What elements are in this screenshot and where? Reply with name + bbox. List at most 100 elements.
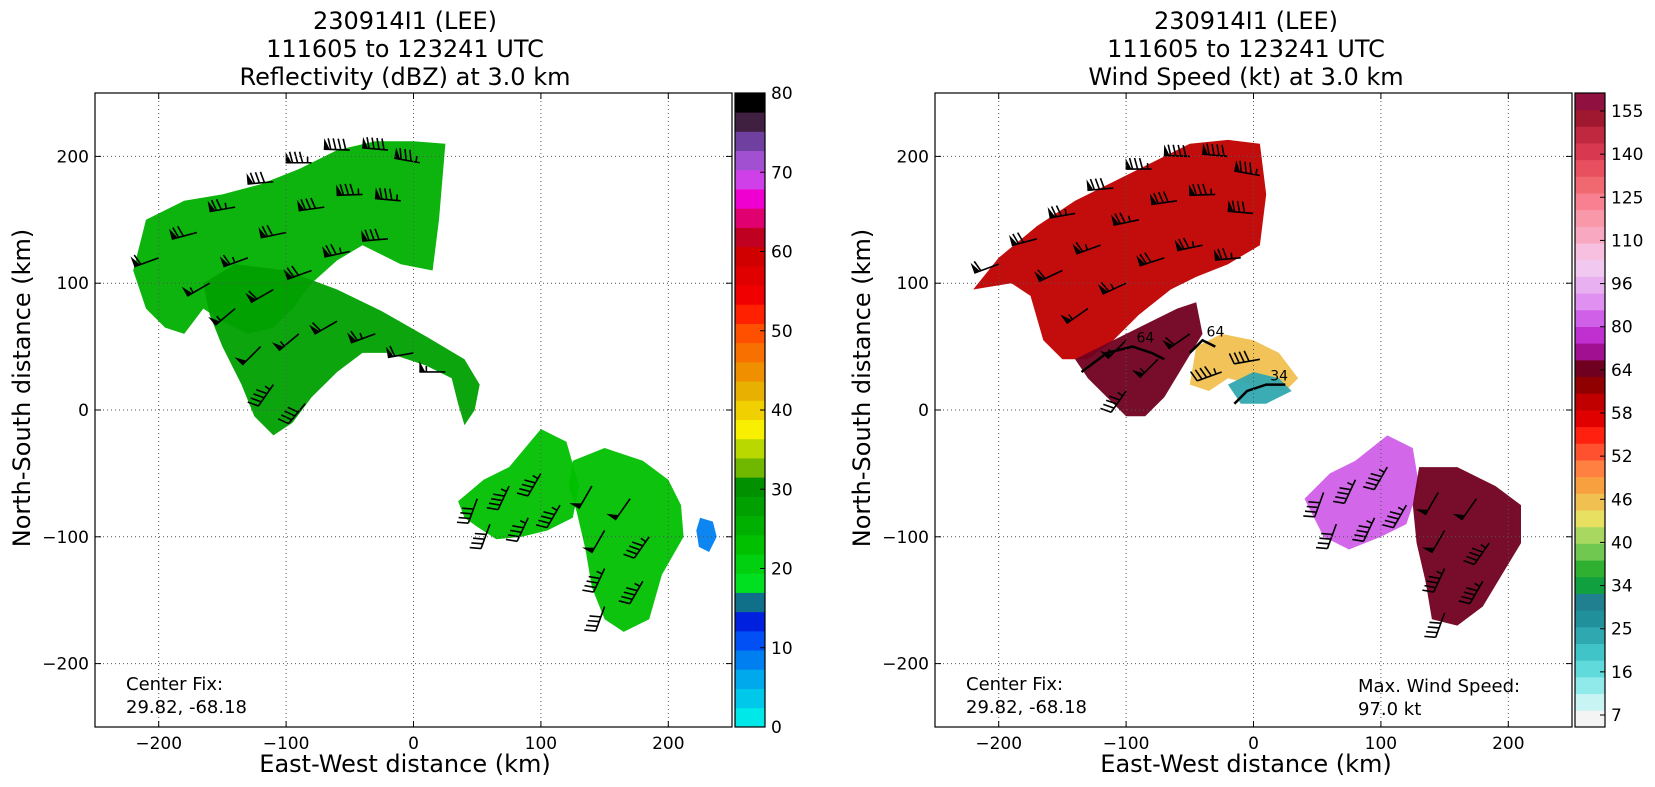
wind-colorbar-tick-label: 125 <box>1611 188 1643 208</box>
reflectivity-colorbar-swatch <box>735 93 765 113</box>
reflectivity-wind-barb <box>374 187 401 202</box>
reflectivity-wind-barb <box>283 265 312 281</box>
reflectivity-colorbar-swatch <box>735 707 765 728</box>
reflectivity-wind-barb <box>297 197 325 212</box>
wind-colorbar-swatch <box>1575 410 1605 428</box>
wind-colorbar-swatch <box>1575 626 1605 644</box>
reflectivity-x-tick-label: 200 <box>652 734 684 754</box>
wind-wind-barb <box>1228 350 1261 365</box>
reflectivity-colorbar-swatch <box>735 630 765 651</box>
reflectivity-title-line-3: Reflectivity (dBZ) at 3.0 km <box>240 63 571 91</box>
reflectivity-colorbar-tick-label: 0 <box>771 718 782 738</box>
reflectivity-wind-barb <box>535 504 561 529</box>
wind-colorbar-swatch <box>1575 476 1605 494</box>
reflectivity-colorbar-swatch <box>735 611 765 632</box>
reflectivity-colorbar-swatch <box>735 208 765 228</box>
reflectivity-colorbar-tick-label: 80 <box>771 84 793 104</box>
wind-wind-barb <box>1188 183 1216 197</box>
wind-colorbar-swatch <box>1575 143 1605 161</box>
wind-wind-barb <box>1099 339 1127 360</box>
reflectivity-wind-barb <box>245 288 274 304</box>
wind-wind-barb <box>1463 542 1490 566</box>
wind-y-tick-label: 0 <box>918 401 929 421</box>
wind-y-tick-label: 100 <box>897 274 929 294</box>
wind-speed-panel: 230914I1 (LEE) 111605 to 123241 UTC Wind… <box>848 7 1643 778</box>
wind-wind-barb <box>1047 205 1076 219</box>
wind-wind-barb <box>1352 517 1376 543</box>
reflectivity-center-fix-label: Center Fix: <box>126 674 223 695</box>
reflectivity-data-layer <box>130 136 717 632</box>
reflectivity-colorbar-swatch <box>735 419 765 440</box>
reflectivity-colorbar-swatch <box>735 131 765 152</box>
reflectivity-wind-barb <box>618 580 644 605</box>
wind-colorbar-swatch <box>1575 576 1605 594</box>
reflectivity-colorbar-tick-label: 70 <box>771 163 793 183</box>
reflectivity-colorbar-swatch <box>735 650 765 670</box>
wind-colorbar-tick-label: 46 <box>1611 490 1633 510</box>
wind-colorbar-swatch <box>1575 660 1605 678</box>
reflectivity-colorbar: 0 10 20 30 40 50 60 70 80 <box>734 84 793 738</box>
wind-region-southeast-cell-b <box>1412 467 1521 626</box>
reflectivity-colorbar-swatch <box>735 381 765 401</box>
reflectivity-wind-barb <box>469 523 491 550</box>
reflectivity-colorbar-tick-label: 60 <box>771 243 793 263</box>
reflectivity-colorbar-swatch <box>735 304 765 324</box>
reflectivity-wind-barb <box>347 330 376 344</box>
reflectivity-colorbar-tick-label: 50 <box>771 322 793 342</box>
reflectivity-colorbar-swatch <box>735 169 765 190</box>
reflectivity-colorbar-swatch <box>735 534 765 555</box>
reflectivity-wind-barb <box>361 228 389 242</box>
wind-colorbar-tick-label: 155 <box>1611 102 1643 122</box>
reflectivity-colorbar-swatch <box>735 592 765 613</box>
wind-colorbar: 7 16 25 34 40 46 52 58 64 80 96 110 125 140 155 <box>1574 92 1643 728</box>
wind-contour-label: 64 <box>1207 324 1225 340</box>
reflectivity-colorbar-tick-label: 10 <box>771 639 793 659</box>
reflectivity-wind-barb <box>208 307 236 326</box>
reflectivity-wind-barb <box>582 530 606 554</box>
reflectivity-wind-barb <box>322 243 350 258</box>
wind-wind-barb <box>1125 157 1152 170</box>
wind-y-tick-label: −100 <box>882 528 929 548</box>
wind-wind-barb <box>1422 530 1446 554</box>
reflectivity-wind-barb <box>623 536 650 559</box>
wind-x-tick-label: 200 <box>1492 734 1524 754</box>
wind-colorbar-swatch <box>1575 510 1605 528</box>
wind-colorbar-swatch <box>1575 193 1605 211</box>
wind-colorbar-tick-label: 7 <box>1611 706 1622 726</box>
reflectivity-region-southeast-cell-b <box>568 448 684 632</box>
wind-wind-barb <box>1382 504 1408 529</box>
wind-colorbar-tick-label: 58 <box>1611 404 1633 424</box>
wind-colorbar-swatch <box>1575 93 1605 111</box>
wind-wind-barb <box>1072 241 1101 255</box>
wind-colorbar-swatch <box>1575 326 1605 344</box>
reflectivity-wind-barb <box>219 254 249 268</box>
wind-wind-barb <box>970 260 999 274</box>
wind-contour-label: 34 <box>1270 369 1288 385</box>
reflectivity-panel: 230914I1 (LEE) 111605 to 123241 UTC Refl… <box>8 7 793 778</box>
wind-colorbar-swatch <box>1575 276 1605 294</box>
wind-colorbar-frame <box>1574 92 1606 728</box>
wind-colorbar-tick-label: 34 <box>1611 577 1633 597</box>
reflectivity-y-tick-label: −200 <box>42 655 89 675</box>
wind-y-tick-label: 200 <box>897 147 929 167</box>
wind-wind-barb <box>1303 492 1325 518</box>
wind-colorbar-tick-label: 64 <box>1611 361 1633 381</box>
wind-wind-barb <box>1008 232 1038 247</box>
wind-colorbar-tick-label: 25 <box>1611 620 1633 640</box>
reflectivity-colorbar-swatch <box>735 246 765 267</box>
wind-wind-barb <box>1333 479 1357 505</box>
wind-wind-barb <box>1136 252 1165 267</box>
wind-wind-barb <box>1097 282 1127 295</box>
reflectivity-wind-barb <box>505 517 529 543</box>
wind-colorbar-swatch <box>1575 243 1605 261</box>
wind-contour-34 <box>1233 383 1286 405</box>
wind-colorbar-swatch <box>1575 176 1605 194</box>
reflectivity-wind-barb <box>309 320 338 335</box>
wind-contour-label: 64 <box>1136 331 1154 347</box>
reflectivity-x-tick-label: 100 <box>525 734 557 754</box>
wind-wind-barb <box>1452 498 1478 521</box>
wind-y-axis-label: North-South distance (km) <box>848 229 876 548</box>
wind-wind-barb <box>1162 333 1191 350</box>
wind-colorbar-swatch <box>1575 226 1605 244</box>
